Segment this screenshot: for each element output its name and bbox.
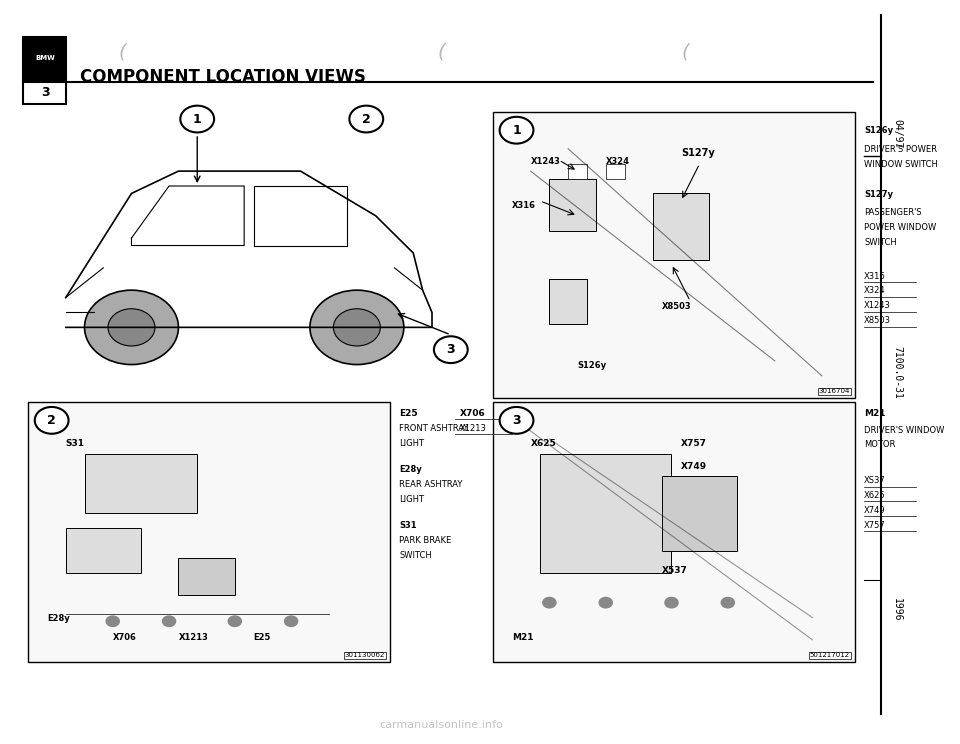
Text: E28y: E28y [399,465,421,474]
Text: 3016704: 3016704 [819,388,850,394]
Text: X1213: X1213 [460,424,487,433]
Text: E25: E25 [253,633,271,642]
Text: S31: S31 [399,521,417,530]
Text: 501217012: 501217012 [810,652,850,658]
Text: REAR ASHTRAY: REAR ASHTRAY [399,480,463,489]
Bar [662,476,737,551]
Text: E25: E25 [399,409,418,418]
Circle shape [434,336,468,363]
Text: WINDOW SWITCH: WINDOW SWITCH [864,160,938,169]
Text: X324: X324 [864,286,886,295]
Text: COMPONENT LOCATION VIEWS: COMPONENT LOCATION VIEWS [80,68,366,86]
Text: 2: 2 [47,414,56,427]
Text: 04/97: 04/97 [892,119,901,149]
Bar [179,558,235,595]
Text: X316: X316 [512,202,536,211]
Bar [549,279,587,324]
Circle shape [499,407,534,434]
Bar [493,402,854,662]
Text: X749: X749 [681,462,707,471]
Bar [549,179,596,231]
Bar [606,164,625,179]
Text: X537: X537 [662,566,688,575]
Text: X8503: X8503 [864,316,891,325]
Circle shape [542,597,556,608]
Text: X8503: X8503 [662,302,692,311]
Bar [540,454,671,573]
Text: SWITCH: SWITCH [864,238,897,247]
Text: 3: 3 [446,343,455,356]
Text: 1: 1 [512,124,521,137]
Circle shape [284,616,298,626]
Circle shape [162,616,176,626]
Circle shape [108,309,155,346]
Text: X324: X324 [606,157,630,166]
Text: 3: 3 [40,86,49,99]
Bar [23,37,65,78]
Circle shape [228,616,241,626]
Text: S126y: S126y [578,362,607,371]
Text: LIGHT: LIGHT [399,495,424,504]
Bar [65,528,141,573]
Circle shape [107,616,119,626]
Text: DRIVER'S POWER: DRIVER'S POWER [864,145,937,154]
Circle shape [180,106,214,132]
Text: 3: 3 [513,414,521,427]
Text: X757: X757 [681,440,707,449]
Text: M21: M21 [512,633,534,642]
Text: 7100.0-31: 7100.0-31 [892,345,901,399]
Text: X749: X749 [864,506,886,515]
Circle shape [310,290,404,365]
Bar [84,454,197,513]
Text: 2: 2 [362,112,371,126]
Text: S127y: S127y [864,190,893,199]
Text: XS37: XS37 [864,476,886,485]
Circle shape [333,309,380,346]
Circle shape [84,290,179,365]
Bar [653,193,709,260]
Text: X1213: X1213 [179,633,208,642]
Text: SWITCH: SWITCH [399,551,432,559]
Text: FRONT ASHTRAY: FRONT ASHTRAY [399,424,468,433]
Text: X1243: X1243 [864,301,891,310]
Circle shape [599,597,612,608]
Text: carmanualsonline.info: carmanualsonline.info [379,720,503,731]
Text: 1996: 1996 [892,598,901,622]
Text: X706: X706 [112,633,136,642]
Text: POWER WINDOW: POWER WINDOW [864,223,936,232]
Text: (: ( [118,42,126,62]
Text: 301130062: 301130062 [345,652,385,658]
Text: X316: X316 [864,272,886,280]
Text: MOTOR: MOTOR [864,440,896,449]
Text: 1: 1 [193,112,202,126]
Circle shape [499,117,534,144]
Bar [493,112,854,398]
Text: X1243: X1243 [531,157,561,166]
Text: PASSENGER'S: PASSENGER'S [864,208,922,217]
Bar [28,402,390,662]
Circle shape [665,597,678,608]
Text: LIGHT: LIGHT [399,439,424,448]
Bar [568,164,587,179]
Text: DRIVER'S WINDOW: DRIVER'S WINDOW [864,426,945,434]
Text: S126y: S126y [864,126,893,135]
Bar [23,80,65,104]
Text: S31: S31 [65,440,84,449]
Text: PARK BRAKE: PARK BRAKE [399,536,451,545]
Text: X625: X625 [531,440,557,449]
Text: X625: X625 [864,491,886,500]
Text: E28y: E28y [47,615,70,623]
Text: M21: M21 [864,409,885,418]
Circle shape [349,106,383,132]
Text: BMW: BMW [36,55,55,61]
Circle shape [721,597,734,608]
Text: (: ( [682,42,689,62]
Text: X757: X757 [864,521,886,530]
Text: (: ( [438,42,445,62]
Circle shape [35,407,68,434]
Text: S127y: S127y [681,148,714,158]
Text: X706: X706 [460,409,486,418]
